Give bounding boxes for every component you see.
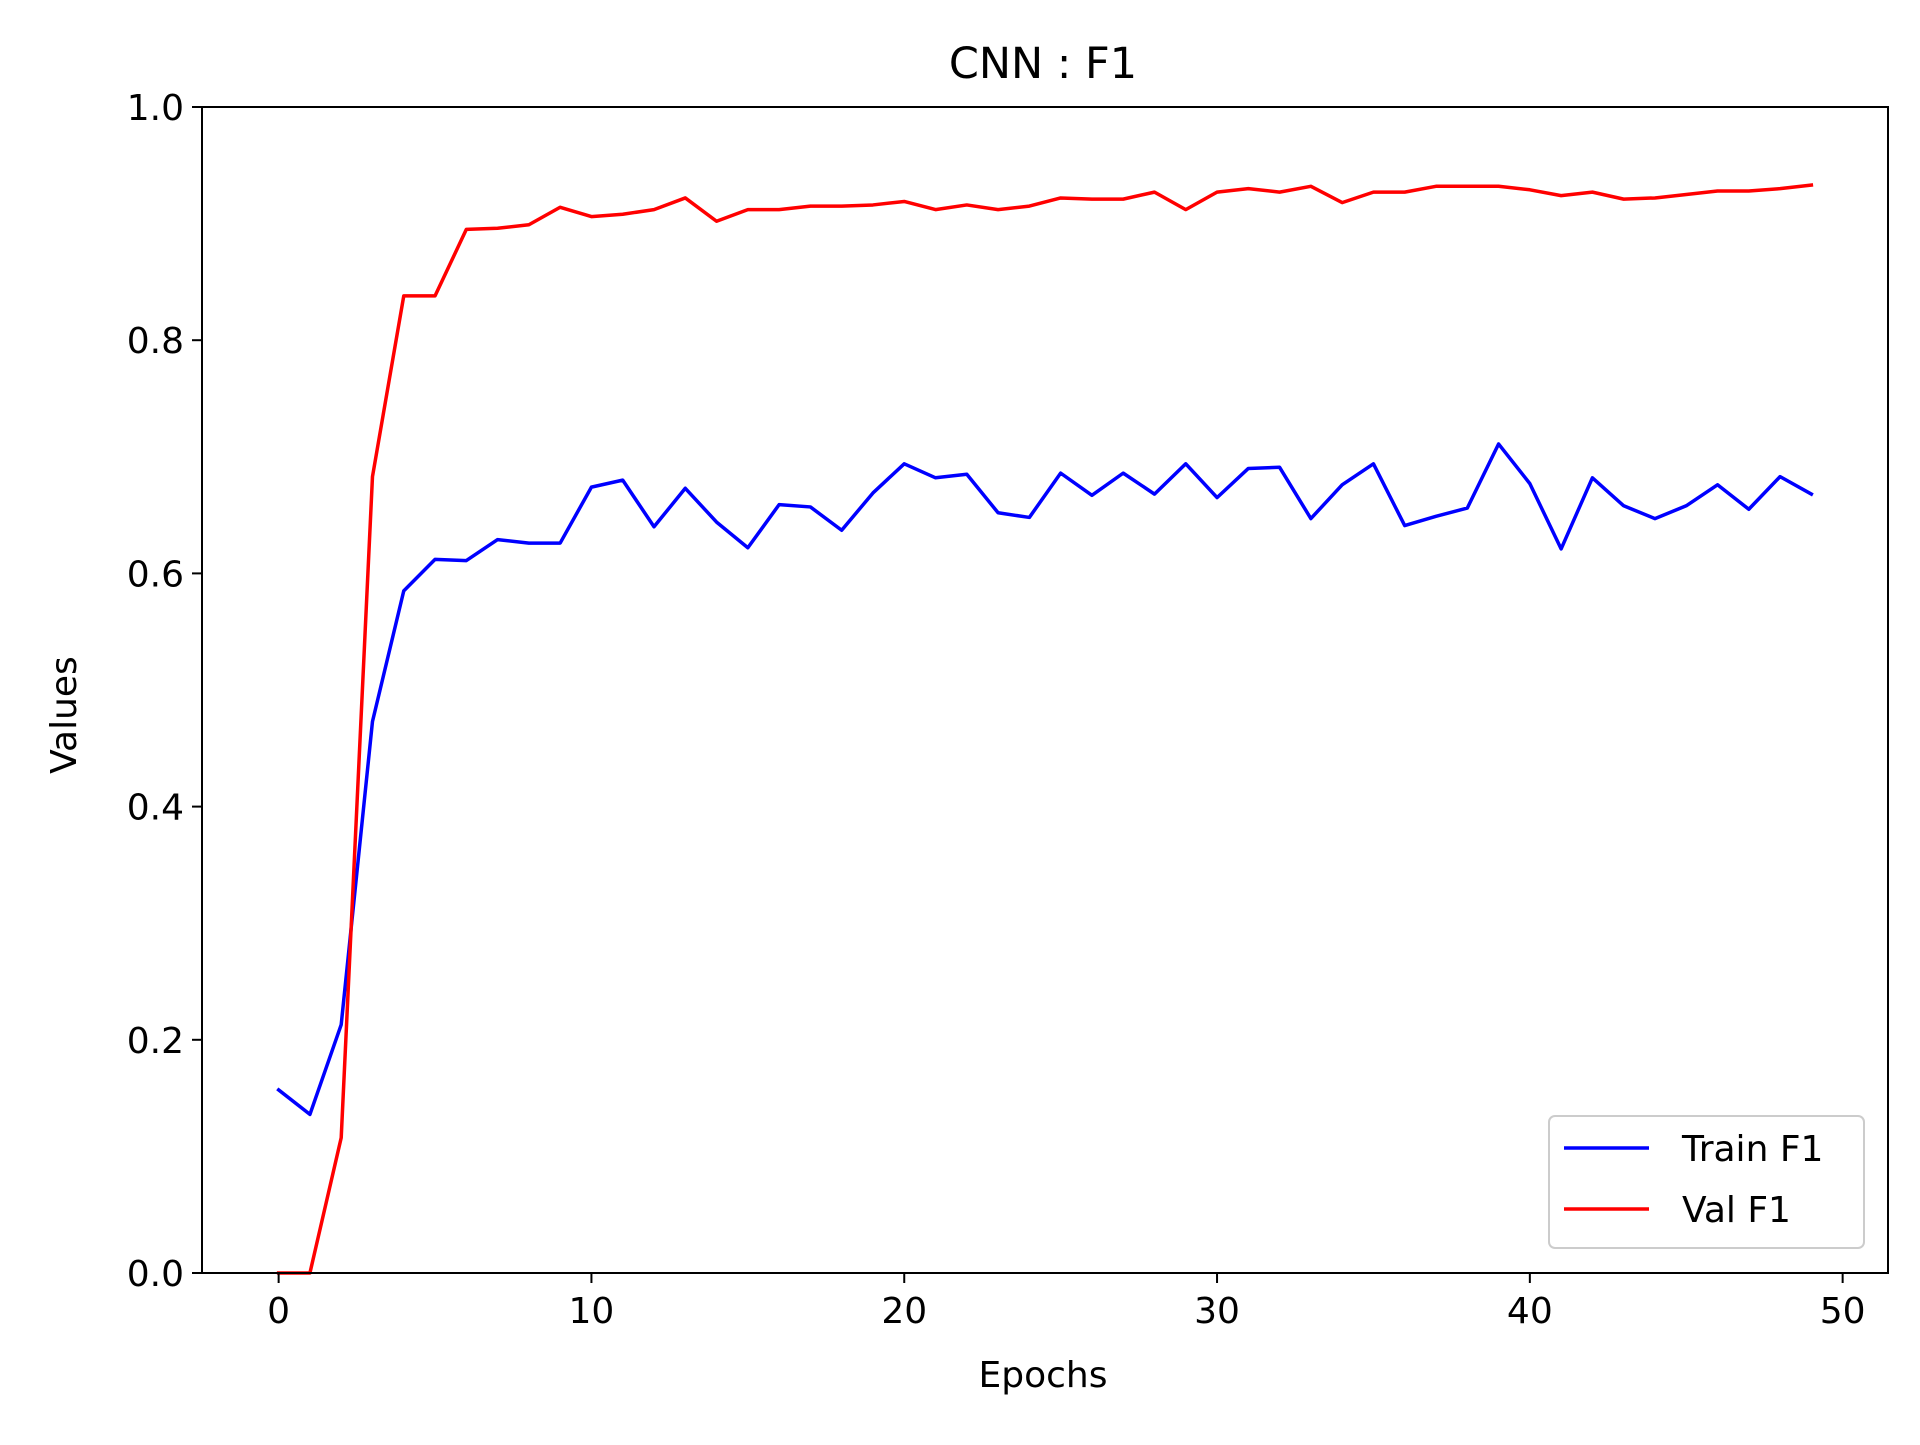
x-tick-label: 40 (1507, 1291, 1553, 1332)
x-tick-label: 50 (1820, 1291, 1866, 1332)
y-axis-label: Values (44, 656, 85, 774)
legend-label: Train F1 (1681, 1129, 1823, 1170)
x-tick-label: 30 (1194, 1291, 1240, 1332)
plot-area: 0 10 20 30 40 50 0.0 0.2 0.4 0.6 0.8 1.0 (127, 88, 1889, 1332)
chart-title: CNN : F1 (949, 39, 1137, 89)
y-tick-label: 0.2 (127, 1021, 184, 1062)
y-tick-label: 1.0 (127, 88, 184, 129)
y-tick-label: 0.4 (127, 788, 184, 829)
series-line-val-f1 (276, 183, 1814, 1275)
x-axis-label: Epochs (979, 1355, 1108, 1396)
series-line-train-f1 (276, 442, 1814, 1117)
axes-frame (201, 106, 1889, 1274)
legend: Train F1 Val F1 (1548, 1115, 1865, 1249)
y-tick-label: 0.8 (127, 321, 184, 362)
x-tick-label: 0 (267, 1291, 290, 1332)
y-tick-label: 0.0 (127, 1254, 184, 1295)
legend-label: Val F1 (1682, 1190, 1791, 1231)
x-tick-label: 20 (881, 1291, 927, 1332)
x-tick-label: 10 (569, 1291, 615, 1332)
y-tick-label: 0.6 (127, 554, 184, 595)
